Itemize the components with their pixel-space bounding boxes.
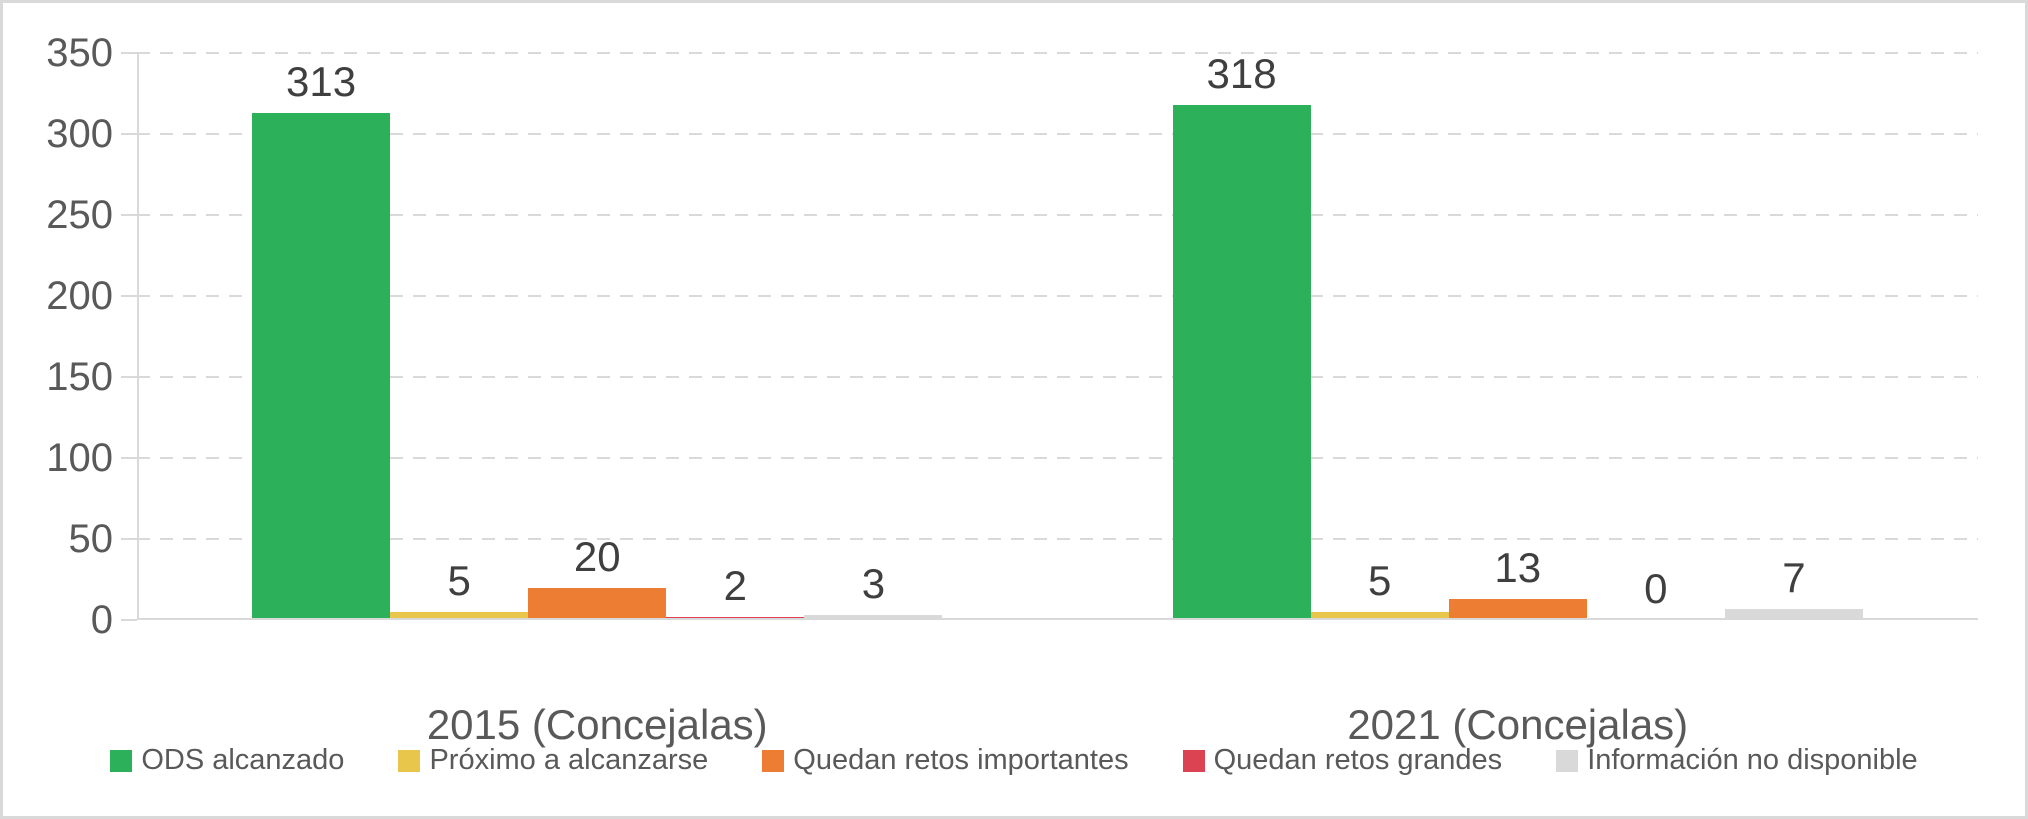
y-axis-tick-0	[121, 619, 137, 621]
bar-pr-ximo-a-alcanzarse-1	[1310, 611, 1449, 620]
data-label: 20	[573, 532, 621, 580]
legend-label: Quedan retos importantes	[793, 744, 1129, 776]
x-axis-label-1: 2021 (Concejalas)	[1347, 701, 1689, 748]
y-axis-tick-50	[121, 538, 137, 540]
legend-item-pr-ximo-a-alcanzarse: Próximo a alcanzarse	[398, 746, 708, 775]
data-label: 318	[1206, 49, 1277, 97]
gridline-300	[137, 133, 1978, 135]
y-axis-label-350: 350	[46, 31, 113, 75]
gridline-250	[137, 214, 1978, 216]
legend-label: Quedan retos grandes	[1213, 744, 1503, 776]
data-label: 0	[1644, 565, 1668, 612]
data-label: 13	[1494, 543, 1542, 591]
y-axis-tick-100	[121, 457, 137, 459]
data-label: 2	[723, 561, 747, 609]
legend-swatch-icon	[398, 749, 421, 772]
legend-label: Próximo a alcanzarse	[429, 744, 709, 776]
y-axis-tick-350	[121, 52, 137, 54]
bar-ods-alcanzado-1	[1172, 104, 1311, 620]
data-label: 313	[286, 57, 357, 105]
y-axis-tick-300	[121, 133, 137, 135]
y-axis-tick-150	[121, 376, 137, 378]
legend-swatch-icon	[1556, 749, 1579, 772]
y-axis-tick-250	[121, 214, 137, 216]
gridline-50	[137, 538, 1978, 540]
legend-item-quedan-retos-importantes: Quedan retos importantes	[762, 744, 1129, 776]
legend-label: ODS alcanzado	[141, 744, 345, 776]
y-axis-label-0: 0	[90, 598, 113, 642]
y-axis-label-200: 200	[46, 274, 113, 318]
bar-informaci-n-no-disponible-0	[804, 615, 943, 620]
x-axis-label-0: 2015 (Concejalas)	[426, 701, 768, 748]
gridline-200	[137, 295, 1978, 297]
legend-item-quedan-retos-grandes: Quedan retos grandes	[1182, 744, 1503, 776]
bar-pr-ximo-a-alcanzarse-0	[390, 611, 529, 620]
bar-quedan-retos-importantes-0	[528, 587, 667, 620]
y-axis-label-300: 300	[46, 112, 113, 156]
data-label: 7	[1782, 553, 1806, 601]
plot-area: 313 318 5 5 20 13 2 0 3 7	[137, 49, 1978, 620]
data-label: 5	[447, 556, 471, 604]
y-axis-label-250: 250	[46, 193, 113, 237]
legend: ODS alcanzado Próximo a alcanzarse Quedan …	[3, 746, 2025, 775]
y-axis-tick-200	[121, 295, 137, 297]
bar-quedan-retos-importantes-1	[1448, 598, 1587, 620]
bar-ods-alcanzado-0	[252, 112, 391, 620]
y-axis-label-50: 50	[68, 517, 114, 561]
legend-item-ods-alcanzado: ODS alcanzado	[110, 746, 344, 775]
gridline-150	[137, 376, 1978, 378]
legend-swatch-icon	[110, 749, 133, 772]
legend-swatch-icon	[762, 749, 785, 772]
legend-swatch-icon	[1182, 749, 1205, 772]
legend-item-informaci-n-no-disponible: Información no disponible	[1556, 744, 1918, 776]
x-axis-line	[137, 618, 1978, 620]
data-label: 5	[1367, 556, 1392, 604]
bar-informaci-n-no-disponible-1	[1724, 608, 1863, 620]
gridline-350	[137, 52, 1978, 54]
y-axis-line	[137, 53, 139, 620]
y-axis-label-150: 150	[46, 355, 113, 399]
data-label: 3	[861, 560, 886, 608]
gridline-100	[137, 457, 1978, 459]
legend-label: Información no disponible	[1587, 744, 1918, 776]
y-axis-label-100: 100	[46, 436, 113, 480]
